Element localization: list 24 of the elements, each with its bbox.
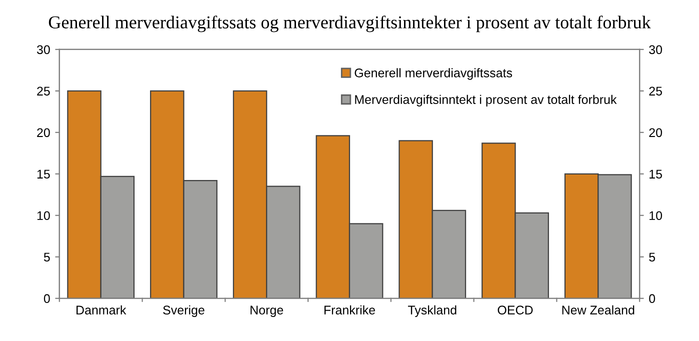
y2-tick-label: 10 xyxy=(650,211,662,220)
y2-tick-label: 5 xyxy=(649,252,656,262)
legend-label: Merverdiavgiftsinntekt i prosent av totalt forbruk xyxy=(355,94,617,106)
x-tick-label: OECD xyxy=(498,306,533,314)
y-tick-label: 5 xyxy=(44,252,50,262)
y2-tick-label: 15 xyxy=(650,170,662,179)
y-tick-label: 0 xyxy=(44,294,50,304)
y-tick-label: 10 xyxy=(37,211,50,220)
x-tick-label: Norge xyxy=(250,306,284,317)
x-tick-label: Tyskland xyxy=(408,305,456,317)
y2-tick-label: 0 xyxy=(649,294,656,304)
x-tick-label: Sverige xyxy=(163,305,204,317)
y-tick-label: 25 xyxy=(37,86,50,96)
x-tick-label: Frankrike xyxy=(324,305,375,314)
y-tick-label: 20 xyxy=(37,128,50,138)
y2-tick-label: 20 xyxy=(649,128,662,138)
chart-title: Generell merverdiavgiftssats og merverdiavgiftsinntekter i prosent av totalt forbruk xyxy=(48,16,651,32)
y2-tick-label: 25 xyxy=(649,86,662,96)
y-tick-label: 30 xyxy=(36,45,50,54)
legend-label: Generell merverdiavgiftssats xyxy=(354,68,512,80)
y-tick-label: 15 xyxy=(37,170,50,179)
y2-tick-label: 30 xyxy=(649,45,662,54)
x-tick-label: New Zealand xyxy=(562,305,634,314)
x-tick-label: Danmark xyxy=(76,305,126,314)
